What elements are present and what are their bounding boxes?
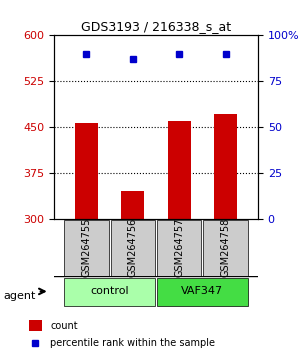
Text: GSM264758: GSM264758 [220, 218, 230, 278]
Text: control: control [90, 286, 129, 296]
FancyBboxPatch shape [64, 278, 155, 306]
Text: agent: agent [3, 291, 35, 301]
FancyBboxPatch shape [157, 220, 201, 275]
Text: count: count [50, 321, 78, 331]
Text: GSM264757: GSM264757 [174, 218, 184, 278]
Text: GSM264756: GSM264756 [128, 218, 138, 278]
Text: VAF347: VAF347 [181, 286, 224, 296]
FancyBboxPatch shape [203, 220, 248, 275]
Bar [121, 191, 144, 219]
Bar [28, 320, 42, 331]
Bar [214, 114, 237, 219]
Title: GDS3193 / 216338_s_at: GDS3193 / 216338_s_at [81, 20, 231, 33]
Bar [75, 122, 98, 219]
Text: GSM264755: GSM264755 [82, 218, 92, 278]
FancyBboxPatch shape [111, 220, 155, 275]
FancyBboxPatch shape [157, 278, 248, 306]
Text: percentile rank within the sample: percentile rank within the sample [50, 338, 215, 348]
FancyBboxPatch shape [64, 220, 109, 275]
Bar [168, 121, 191, 219]
